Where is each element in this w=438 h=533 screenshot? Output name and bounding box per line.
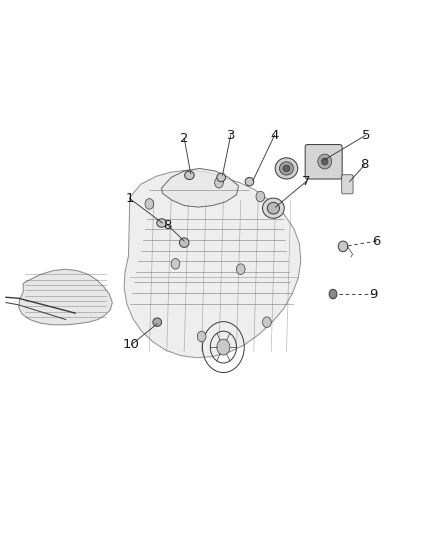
Ellipse shape — [267, 203, 279, 214]
Text: 8: 8 — [360, 158, 369, 171]
Circle shape — [237, 264, 245, 274]
Text: 7: 7 — [302, 175, 310, 188]
Ellipse shape — [153, 318, 162, 326]
Circle shape — [262, 317, 271, 327]
Circle shape — [256, 191, 265, 202]
Text: 2: 2 — [180, 132, 188, 144]
Text: 3: 3 — [226, 128, 235, 141]
Circle shape — [197, 331, 206, 342]
Ellipse shape — [338, 241, 348, 252]
FancyBboxPatch shape — [305, 144, 342, 179]
Text: 8: 8 — [163, 219, 172, 232]
Text: 1: 1 — [126, 192, 134, 205]
Polygon shape — [19, 269, 113, 325]
Circle shape — [171, 259, 180, 269]
Ellipse shape — [185, 171, 194, 180]
Ellipse shape — [318, 154, 332, 169]
Circle shape — [217, 339, 230, 355]
Text: 10: 10 — [123, 338, 140, 351]
Ellipse shape — [245, 177, 254, 186]
Ellipse shape — [329, 289, 337, 299]
FancyBboxPatch shape — [342, 175, 353, 194]
Ellipse shape — [180, 238, 189, 247]
Ellipse shape — [283, 165, 290, 172]
Polygon shape — [124, 170, 301, 358]
Ellipse shape — [279, 162, 293, 175]
Text: 6: 6 — [372, 235, 381, 247]
Circle shape — [215, 177, 223, 188]
Ellipse shape — [157, 219, 166, 227]
Text: 9: 9 — [369, 288, 378, 301]
Ellipse shape — [321, 158, 328, 165]
Circle shape — [145, 199, 154, 209]
Ellipse shape — [217, 173, 226, 182]
Ellipse shape — [262, 198, 284, 218]
Text: 4: 4 — [271, 128, 279, 141]
Polygon shape — [162, 168, 239, 207]
Text: 5: 5 — [362, 128, 371, 141]
Ellipse shape — [275, 158, 298, 179]
